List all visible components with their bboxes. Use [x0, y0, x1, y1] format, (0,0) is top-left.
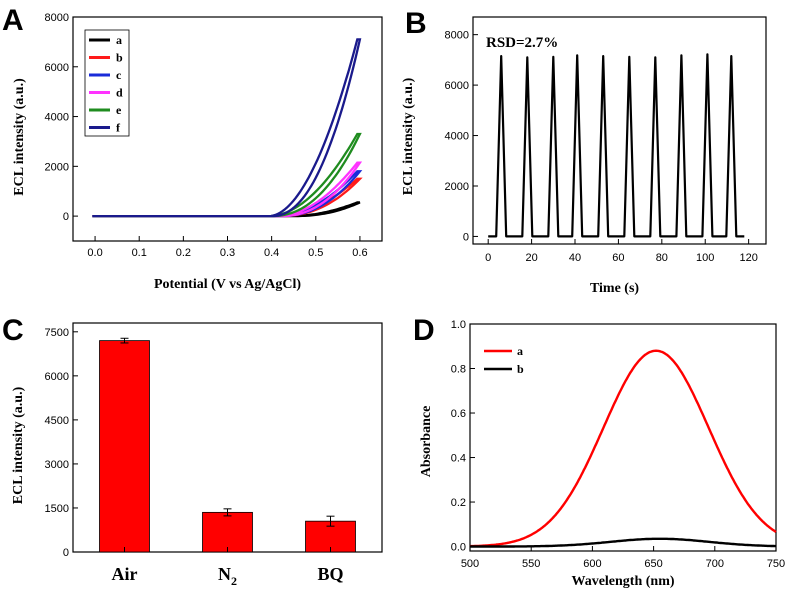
- panel-b-ytick-label: 6000: [445, 80, 469, 92]
- panel-b-peak-point: [500, 55, 503, 57]
- panel-b-x-axis-label: Time (s): [590, 281, 639, 296]
- panel-c-category-label-2: BQ: [317, 564, 343, 584]
- panel-b-ecl-trace: [488, 53, 745, 238]
- panel-b-xtick-label: 0: [485, 252, 491, 264]
- panel-a-ytick-label: 4000: [45, 112, 69, 124]
- panel-a-xtick-label: 0.6: [352, 247, 367, 259]
- panel-b-ytick-label: 8000: [445, 30, 469, 42]
- panel-d-xtick-label: 500: [461, 558, 479, 570]
- panel-a-ytick-label: 2000: [45, 161, 69, 173]
- panel-d-ytick-label: 0.6: [451, 408, 466, 420]
- panel-a-xtick-label: 0.3: [220, 247, 235, 259]
- panel-b-peak-point: [576, 54, 578, 57]
- panel-a-y-axis-label: ECL intensity (a.u.): [12, 78, 27, 196]
- panel-b-ytick-label: 4000: [445, 131, 469, 143]
- panel-c-ytick-label: 1500: [45, 503, 69, 515]
- panel-a-letter: A: [2, 4, 24, 37]
- panel-d-xtick-label: 550: [522, 558, 540, 570]
- panel-d-legend: ab: [484, 344, 524, 376]
- panel-d-ytick-label: 1.0: [451, 319, 466, 331]
- panel-d-xtick-label: 600: [583, 558, 601, 570]
- panel-b-rsd-annotation: RSD=2.7%: [486, 35, 558, 51]
- panel-b-peak-point: [526, 56, 529, 59]
- panel-a-x-axis-label: Potential (V vs Ag/AgCl): [154, 277, 301, 292]
- panel-b-peak-point: [730, 55, 733, 57]
- panel-c-ytick-label: 7500: [45, 327, 69, 339]
- panel-b-peak-point: [602, 55, 605, 57]
- panel-d-legend-label-b: b: [517, 362, 524, 376]
- panel-d-xtick-label: 650: [644, 558, 662, 570]
- panel-d-xtick-label: 750: [767, 558, 785, 570]
- panel-a-series-b-curve: [92, 177, 363, 218]
- panel-b-xtick-label: 80: [656, 252, 668, 264]
- panel-a-legend-box: [84, 29, 130, 137]
- panel-d-ytick-label: 0.8: [451, 364, 466, 376]
- panel-c-ytick-label: 6000: [45, 371, 69, 383]
- panel-c-y-axis-label: ECL intensity (a.u.): [11, 386, 26, 504]
- panel-d-letter: D: [413, 314, 435, 347]
- panel-a-ytick-label: 6000: [45, 62, 69, 74]
- panel-b-peak-point: [654, 56, 657, 59]
- panel-d-series-b-curve: [470, 537, 776, 548]
- panel-b-letter: B: [405, 7, 427, 40]
- panel-b-y-axis-label: ECL intensity (a.u.): [401, 77, 416, 195]
- panel-d-ytick-label: 0.0: [451, 542, 466, 554]
- panel-b-peak-point: [552, 56, 555, 58]
- panel-a-ytick-label: 8000: [45, 12, 69, 24]
- panel-c-bar-1: [202, 511, 253, 553]
- panel-c-ytick-label: 3000: [45, 459, 69, 471]
- panel-d-legend-label-a: a: [517, 344, 523, 358]
- panel-b-ytick-label: 2000: [445, 181, 469, 193]
- panel-b-ytick-label: 0: [463, 231, 469, 243]
- panel-b-peak-point: [628, 56, 631, 58]
- panel-a-legend-label-a: a: [116, 33, 122, 47]
- panel-c-category-label-0: Air: [112, 564, 138, 584]
- panel-c-ytick-label: 0: [63, 547, 69, 559]
- panel-a-xtick-label: 0.1: [132, 247, 147, 259]
- panel-b-peak-point: [706, 53, 709, 56]
- panel-c-category-text: N: [218, 564, 231, 584]
- panel-b-xtick-label: 100: [696, 252, 714, 264]
- panel-a-xtick-label: 0.2: [176, 247, 191, 259]
- panel-c-ytick-label: 4500: [45, 415, 69, 427]
- panel-a-legend-label-b: b: [116, 51, 123, 65]
- panel-a-legend-label-e: e: [116, 103, 122, 117]
- panel-a-xtick-label: 0.0: [87, 247, 102, 259]
- panel-b-plot-frame: [472, 16, 767, 245]
- panel-d-xtick-label: 700: [706, 558, 724, 570]
- panel-c-letter: C: [2, 314, 24, 347]
- panel-a-ytick-label: 0: [63, 211, 69, 223]
- panel-a-legend-label-f: f: [116, 121, 121, 135]
- panel-b: B 0 20 40 60 80 100 120 0 2000 4000 6000 8000 Time (s…: [401, 7, 767, 296]
- panel-a-legend-label-c: c: [116, 68, 122, 82]
- panel-c-category-text: BQ: [317, 564, 343, 584]
- panel-c: C 0 1500 3000 4500 6000 7500 ECL intensity (a.u…: [2, 314, 383, 588]
- panel-b-xtick-label: 120: [739, 252, 757, 264]
- panel-d: D 500 550 600 650 700 750 0.0 0.2 0.4 0.6 0.8 1.0 Wav…: [413, 314, 785, 589]
- panel-d-series-a-curve: [469, 349, 777, 548]
- panel-a: A 0.0 0.1 0.2 0.3 0.4 0.5 0.6 0 2000 4000 6000 8000 P…: [2, 4, 383, 292]
- panel-c-category-text: Air: [112, 564, 138, 584]
- panel-a-xtick-label: 0.4: [264, 247, 279, 259]
- panel-b-xtick-label: 40: [569, 252, 581, 264]
- panel-a-series-f-curve: [92, 38, 362, 218]
- panel-b-xtick-label: 20: [525, 252, 537, 264]
- panel-d-x-axis-label: Wavelength (nm): [571, 574, 674, 589]
- panel-a-legend-label-d: d: [116, 86, 123, 100]
- panel-c-category-subscript: 2: [231, 574, 237, 588]
- panel-d-ytick-label: 0.4: [451, 453, 466, 465]
- panel-c-bar-0: [99, 340, 150, 553]
- panel-b-peak-point: [680, 54, 683, 57]
- panel-c-category-label-1: N2: [218, 564, 237, 588]
- panel-d-ytick-label: 0.2: [451, 497, 466, 509]
- panel-b-xtick-label: 60: [612, 252, 624, 264]
- panel-a-xtick-label: 0.5: [308, 247, 323, 259]
- panel-d-y-axis-label: Absorbance: [419, 406, 434, 478]
- panel-d-plot-frame: [469, 323, 777, 552]
